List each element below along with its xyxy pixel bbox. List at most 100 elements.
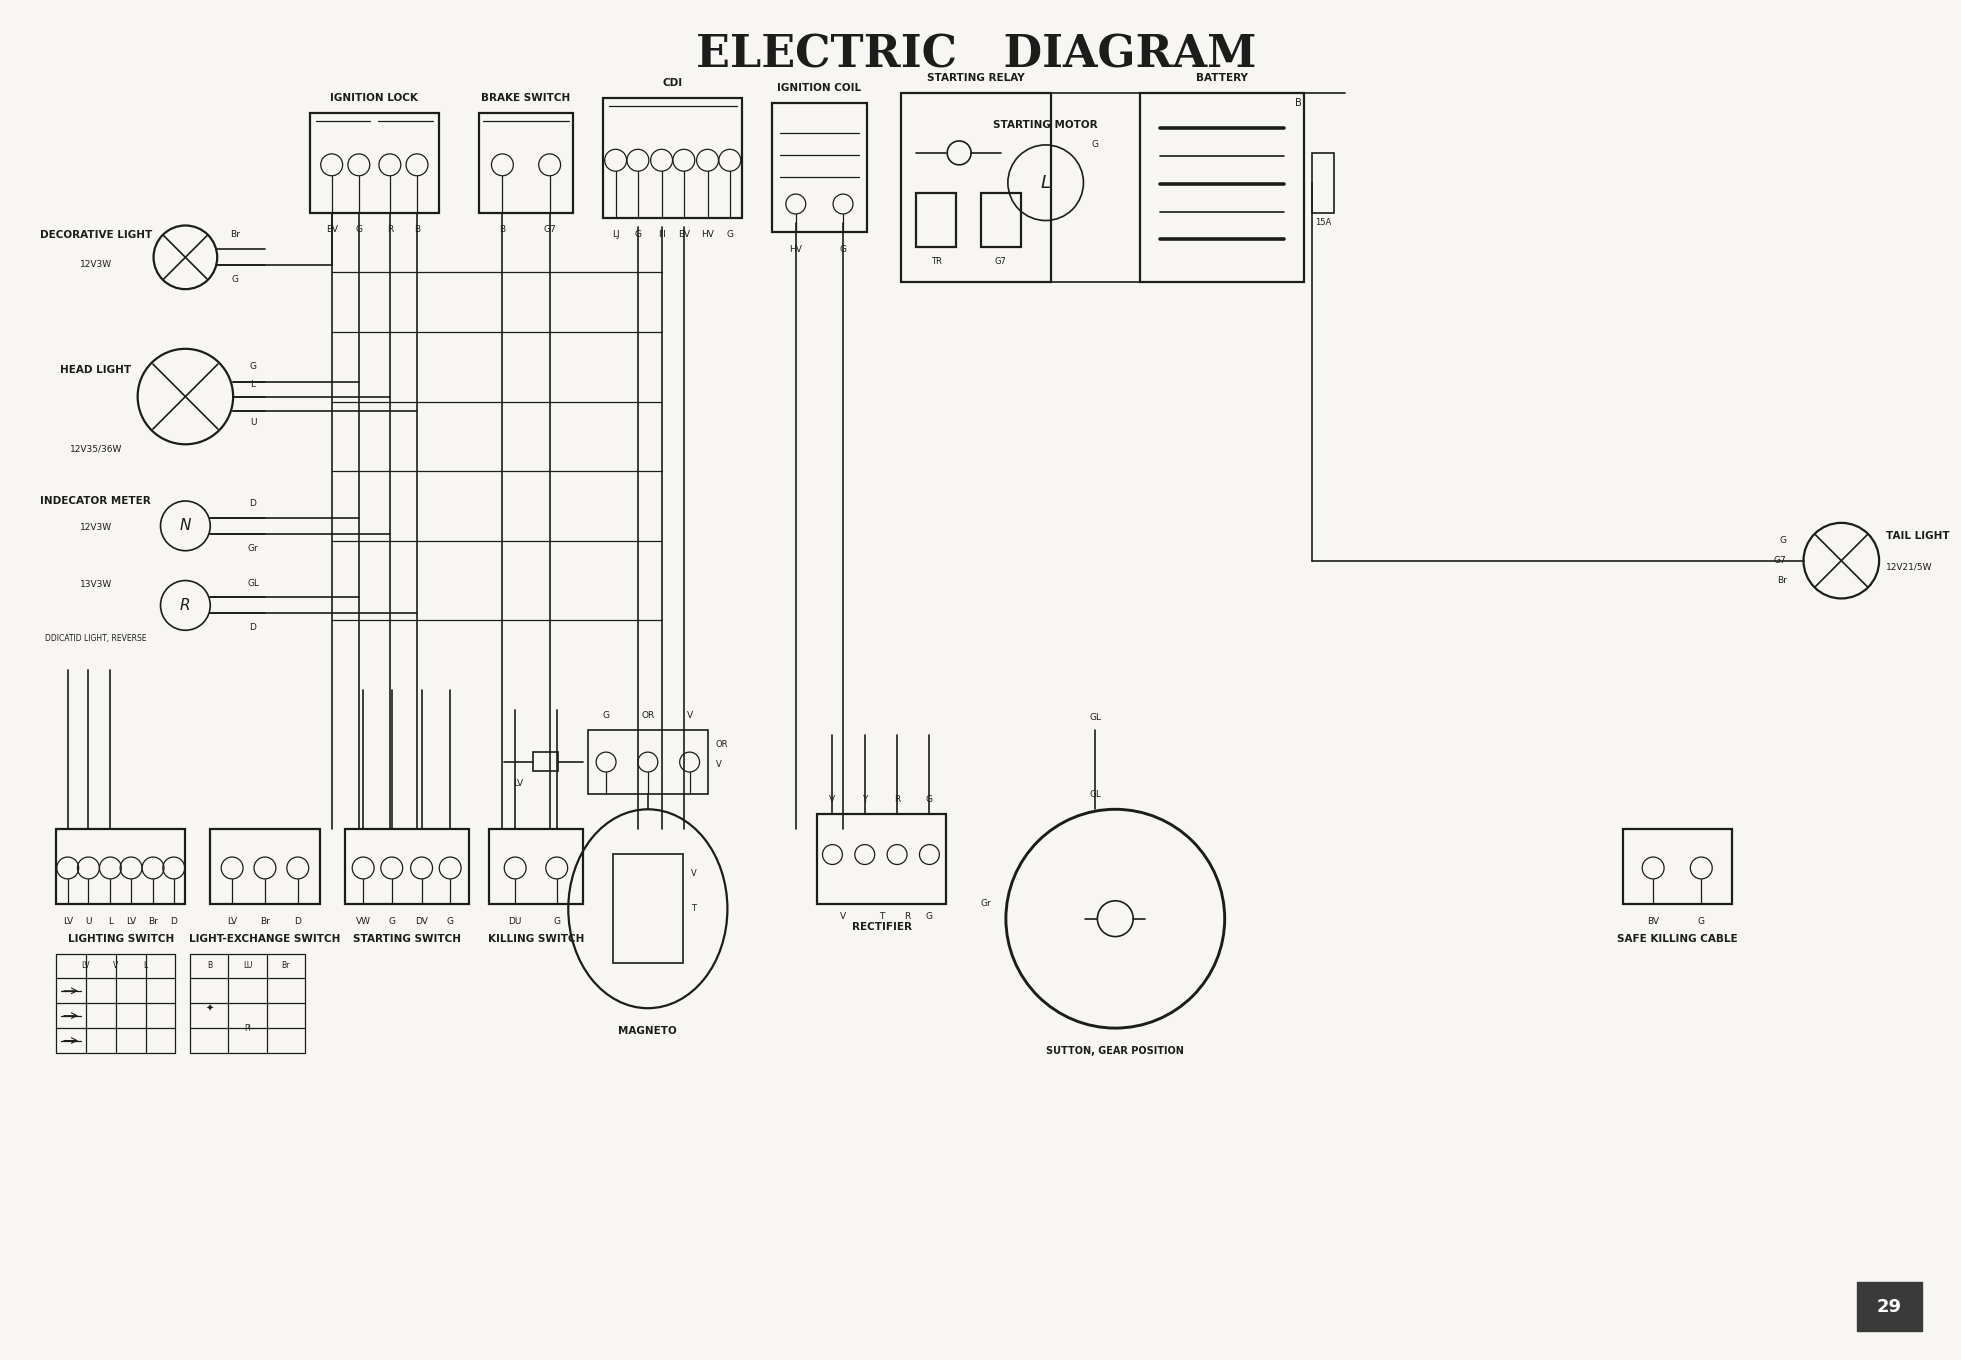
Bar (902, 94, 1051, 282)
Text: L: L (251, 379, 255, 389)
Text: G: G (553, 917, 561, 926)
Bar (773, 103, 867, 233)
Text: BV: BV (326, 226, 337, 234)
Text: DECORATIVE LIGHT: DECORATIVE LIGHT (39, 230, 153, 241)
Text: U: U (249, 419, 257, 427)
Text: B: B (1294, 98, 1302, 109)
Text: T: T (690, 904, 696, 914)
Text: LV: LV (126, 917, 135, 926)
Text: SUTTON, GEAR POSITION: SUTTON, GEAR POSITION (1047, 1046, 1184, 1055)
Bar (210, 830, 320, 904)
Text: 12V3W: 12V3W (80, 522, 112, 532)
Text: Br: Br (149, 917, 159, 926)
Text: L: L (108, 917, 114, 926)
Text: N: N (180, 518, 190, 533)
Text: G7: G7 (994, 257, 1006, 267)
Text: BATTERY: BATTERY (1196, 73, 1247, 83)
Text: R: R (904, 911, 910, 921)
Bar (1312, 152, 1333, 212)
Text: LV: LV (63, 917, 73, 926)
Text: G: G (926, 911, 933, 921)
Text: G: G (447, 917, 453, 926)
Bar (345, 830, 469, 904)
Text: 13V3W: 13V3W (80, 579, 112, 589)
Text: PI: PI (243, 1024, 251, 1032)
Text: G: G (926, 796, 933, 804)
Text: DV: DV (416, 917, 427, 926)
Bar (488, 830, 582, 904)
Text: RECTIFIER: RECTIFIER (851, 922, 912, 932)
Text: VW: VW (355, 917, 371, 926)
Text: V: V (690, 869, 696, 879)
Text: SAFE KILLING CABLE: SAFE KILLING CABLE (1618, 933, 1737, 944)
Text: LU: LU (243, 962, 253, 970)
Text: 12V21/5W: 12V21/5W (1886, 563, 1934, 571)
Bar (588, 730, 708, 794)
Text: G: G (231, 275, 239, 284)
Text: V: V (114, 962, 118, 970)
Bar (1622, 830, 1732, 904)
Text: TAIL LIGHT: TAIL LIGHT (1886, 530, 1949, 541)
Text: GL: GL (247, 578, 259, 588)
Text: G: G (1092, 140, 1098, 150)
Text: STARTING RELAY: STARTING RELAY (928, 73, 1026, 83)
Text: D: D (249, 499, 257, 507)
Bar (57, 953, 175, 1053)
Text: U: U (84, 917, 92, 926)
Text: Br: Br (282, 962, 290, 970)
Text: V: V (830, 796, 835, 804)
Text: D: D (294, 917, 302, 926)
Text: LIGHTING SWITCH: LIGHTING SWITCH (67, 933, 175, 944)
Text: STARTING MOTOR: STARTING MOTOR (994, 120, 1098, 131)
Text: IGNITION COIL: IGNITION COIL (777, 83, 861, 94)
Text: GL: GL (1090, 790, 1102, 800)
Text: V: V (686, 711, 692, 719)
Text: HV: HV (702, 230, 714, 239)
Text: Br: Br (229, 230, 239, 239)
Text: BV: BV (679, 230, 690, 239)
Text: 15A: 15A (1316, 218, 1332, 227)
Text: INDECATOR METER: INDECATOR METER (41, 496, 151, 506)
Text: R: R (386, 226, 392, 234)
Text: HEAD LIGHT: HEAD LIGHT (61, 364, 131, 374)
Text: TR: TR (931, 257, 941, 267)
Text: KILLING SWITCH: KILLING SWITCH (488, 933, 584, 944)
Text: G: G (249, 362, 257, 371)
Text: T: T (879, 911, 884, 921)
Text: III: III (657, 230, 665, 239)
Text: G: G (602, 711, 610, 719)
Text: B: B (206, 962, 212, 970)
Bar (604, 98, 743, 218)
Text: G: G (635, 230, 641, 239)
Text: R: R (894, 796, 900, 804)
Bar (57, 830, 186, 904)
Text: IGNITION LOCK: IGNITION LOCK (329, 92, 418, 103)
Text: DU: DU (508, 917, 522, 926)
Text: 12V3W: 12V3W (80, 260, 112, 269)
Bar (980, 193, 1022, 248)
Bar (310, 113, 439, 212)
Text: BV: BV (1647, 917, 1659, 926)
Bar (1139, 94, 1304, 282)
Text: LV: LV (514, 779, 524, 789)
Text: D: D (249, 623, 257, 632)
Text: G7: G7 (1775, 556, 1786, 566)
Text: R: R (180, 598, 190, 613)
Text: LJ: LJ (612, 230, 620, 239)
Bar (1857, 1281, 1922, 1331)
Text: LV: LV (82, 962, 90, 970)
Text: ✦: ✦ (206, 1004, 214, 1013)
Text: Br: Br (1777, 577, 1786, 585)
Text: Gr: Gr (247, 544, 259, 552)
Text: V: V (839, 911, 845, 921)
Text: STARTING SWITCH: STARTING SWITCH (353, 933, 461, 944)
Text: B: B (414, 226, 420, 234)
Text: B: B (500, 226, 506, 234)
Text: HV: HV (790, 245, 802, 254)
Text: L: L (1041, 174, 1051, 192)
Text: GL: GL (1090, 713, 1102, 722)
Text: G: G (388, 917, 396, 926)
Bar (818, 815, 947, 904)
Text: V: V (716, 760, 722, 768)
Text: G: G (839, 245, 847, 254)
